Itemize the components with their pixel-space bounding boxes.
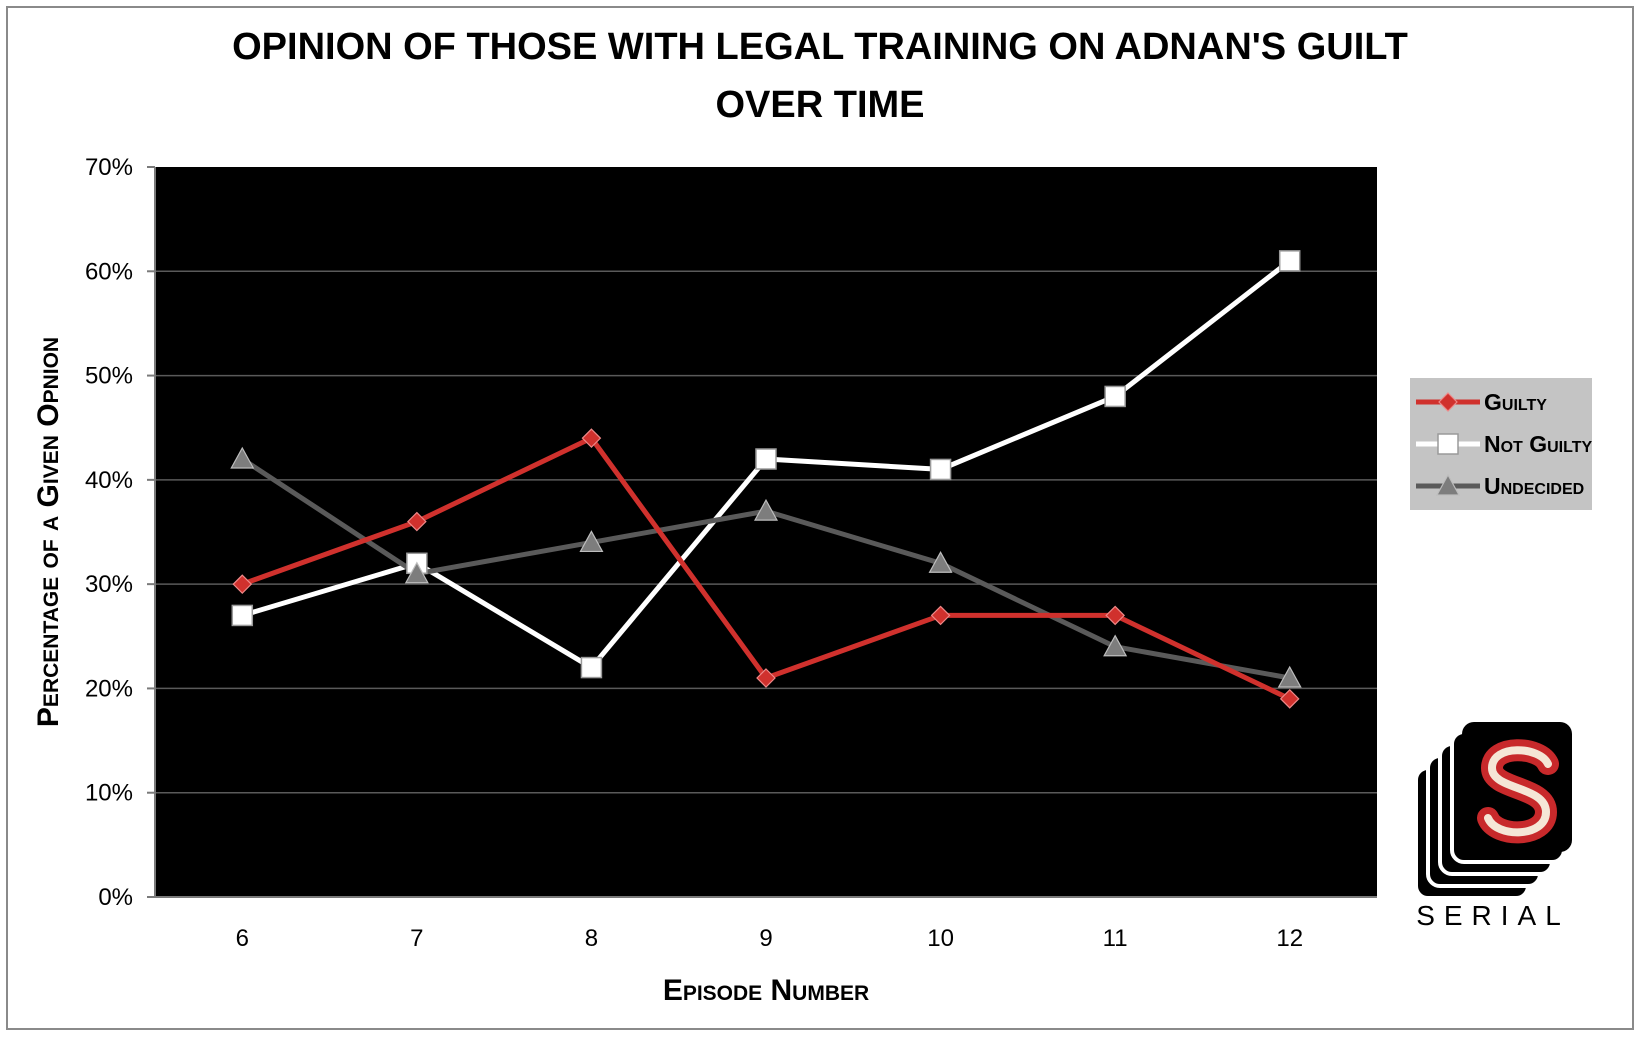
tick-labels: 0% 10% 20% 30% 40% 50% 60% 70% 6 7 8 9 10 11 12	[85, 154, 1303, 952]
x-tick-label: 12	[1276, 925, 1303, 952]
data-point-undecided	[1277, 665, 1302, 688]
legend-label: Guilty	[1484, 389, 1547, 415]
chart-frame	[6, 6, 1634, 1030]
data-point-undecided	[230, 446, 255, 469]
y-tick-label: 30%	[85, 571, 133, 598]
chart-title: OPINION OF THOSE WITH LEGAL TRAINING ON …	[232, 26, 1408, 126]
data-point-not-guilty	[755, 448, 777, 470]
data-point-guilty	[1279, 689, 1300, 709]
legend-label: Not Guilty	[1484, 431, 1593, 457]
legend-item-not-guilty: Not Guilty	[1410, 424, 1592, 464]
data-point-guilty	[930, 605, 951, 626]
data-point-guilty	[232, 574, 253, 594]
gridlines	[155, 270, 1377, 794]
data-point-not-guilty	[929, 458, 952, 481]
x-axis-label: Episode Number	[663, 974, 869, 1007]
y-tick-label: 50%	[85, 363, 133, 390]
data-point-not-guilty	[231, 604, 254, 627]
data-point-undecided	[579, 530, 604, 553]
x-tick-label: 11	[1103, 925, 1128, 952]
legend: Guilty Not Guilty Undecided	[1410, 378, 1592, 510]
y-axis-label: Percentage of a Given Opnion	[32, 337, 65, 727]
y-tick-label: 70%	[85, 154, 133, 181]
legend-swatch-undecided	[1416, 474, 1480, 496]
plot-area	[155, 167, 1377, 897]
data-point-guilty	[756, 668, 776, 688]
legend-marker	[1435, 474, 1461, 496]
data-point-not-guilty	[580, 656, 603, 679]
data-point-undecided	[1103, 634, 1128, 657]
data-point-undecided	[404, 561, 429, 584]
serial-wordmark: SERIAL	[1416, 900, 1570, 931]
serial-logo-icon	[1414, 722, 1572, 900]
x-tick-label: 9	[759, 925, 772, 952]
legend-item-undecided: Undecided	[1410, 466, 1592, 506]
data-point-undecided	[928, 551, 953, 573]
data-point-guilty	[1105, 605, 1125, 626]
legend-marker	[1438, 392, 1458, 412]
y-tick-label: 20%	[85, 675, 133, 702]
x-tick-label: 7	[410, 925, 423, 952]
y-tick-label: 40%	[85, 467, 133, 494]
legend-marker	[1437, 433, 1459, 455]
axes	[147, 166, 1377, 898]
series-markers	[230, 250, 1302, 709]
data-point-undecided	[753, 498, 779, 521]
data-point-not-guilty	[1104, 385, 1126, 408]
data-point-not-guilty	[1278, 250, 1301, 272]
x-tick-label: 10	[927, 925, 954, 952]
legend-label: Undecided	[1484, 473, 1585, 499]
x-tick-label: 8	[585, 925, 598, 952]
data-point-guilty	[407, 511, 427, 532]
y-tick-label: 10%	[85, 780, 133, 807]
legend-swatch-not-guilty	[1416, 433, 1480, 455]
legend-item-guilty: Guilty	[1410, 382, 1592, 422]
legend-swatch-guilty	[1416, 392, 1480, 412]
y-tick-label: 60%	[85, 258, 133, 285]
x-tick-label: 6	[236, 925, 249, 952]
data-point-guilty	[581, 428, 602, 448]
y-tick-label: 0%	[98, 884, 133, 911]
